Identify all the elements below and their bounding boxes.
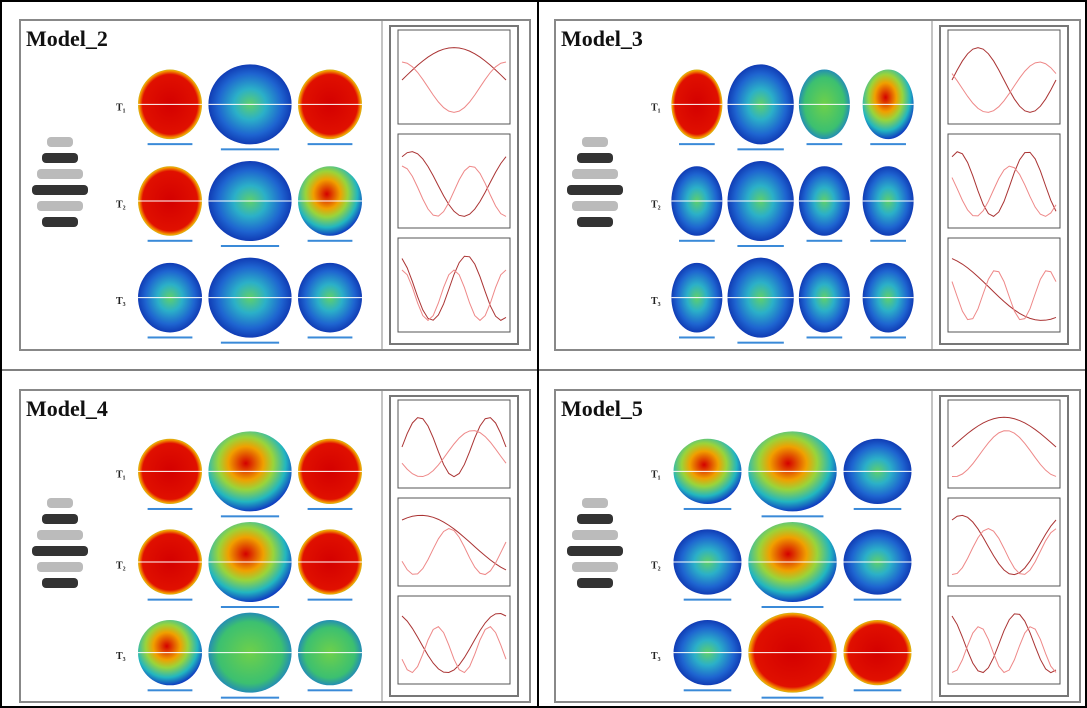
row-label: T₂ [651, 199, 661, 210]
panel-title: Model_2 [26, 26, 108, 51]
model-icon [577, 514, 613, 524]
color-bar [308, 689, 353, 691]
model-icon [567, 546, 623, 556]
color-bar [148, 599, 193, 601]
model-icon [567, 185, 623, 195]
color-bar [762, 697, 824, 699]
figure: Model_2 T₁ T₂ T₃ Model_3 T₁ T₂ T₃ Model_4 T₁ T₂ T₃ M… [0, 0, 1087, 708]
panel-title: Model_5 [561, 396, 643, 421]
color-bar [762, 515, 824, 517]
model-icon [37, 562, 83, 572]
color-bar [308, 599, 353, 601]
panel-title: Model_4 [26, 396, 108, 421]
color-bar [148, 336, 193, 338]
row-label: T₃ [116, 651, 126, 662]
color-bar [684, 508, 732, 510]
color-bar [870, 336, 906, 338]
plot-box [398, 498, 510, 586]
row-label: T₂ [116, 199, 126, 210]
color-bar [807, 336, 843, 338]
color-bar [737, 148, 783, 150]
color-bar [679, 240, 715, 242]
row-label: T₂ [116, 560, 126, 571]
model-icon [582, 498, 608, 508]
plot-box [948, 134, 1060, 228]
color-bar [737, 245, 783, 247]
plot-box [398, 30, 510, 124]
model-icon [37, 201, 83, 211]
model-icon [572, 530, 618, 540]
color-bar [679, 143, 715, 145]
row-label: T₃ [651, 296, 661, 307]
model-icon [582, 137, 608, 147]
color-bar [762, 606, 824, 608]
color-bar [308, 508, 353, 510]
color-bar [807, 240, 843, 242]
row-label: T₂ [651, 560, 661, 571]
color-bar [308, 336, 353, 338]
color-bar [679, 336, 715, 338]
plot-box [948, 498, 1060, 586]
model-icon [572, 201, 618, 211]
row-label: T₁ [651, 103, 661, 114]
row-label: T₁ [651, 470, 661, 481]
model-icon [572, 169, 618, 179]
color-bar [148, 143, 193, 145]
color-bar [221, 245, 279, 247]
color-bar [148, 240, 193, 242]
color-bar [870, 240, 906, 242]
model-icon [47, 498, 73, 508]
row-label: T₁ [116, 103, 126, 114]
color-bar [148, 508, 193, 510]
model-icon [42, 153, 78, 163]
plot-box [948, 30, 1060, 124]
color-bar [854, 599, 902, 601]
color-bar [684, 599, 732, 601]
panel-title: Model_3 [561, 26, 643, 51]
color-bar [684, 689, 732, 691]
model-icon [42, 514, 78, 524]
color-bar [221, 515, 279, 517]
color-bar [807, 143, 843, 145]
model-icon [32, 546, 88, 556]
model-icon [42, 217, 78, 227]
color-bar [854, 689, 902, 691]
model-icon [577, 217, 613, 227]
plot-box [398, 596, 510, 684]
color-bar [854, 508, 902, 510]
model-icon [577, 578, 613, 588]
row-label: T₃ [651, 651, 661, 662]
row-label: T₁ [116, 470, 126, 481]
plot-box [948, 238, 1060, 332]
plot-box [948, 400, 1060, 488]
model-icon [47, 137, 73, 147]
model-icon [572, 562, 618, 572]
row-label: T₃ [116, 296, 126, 307]
color-bar [221, 342, 279, 344]
model-icon [32, 185, 88, 195]
model-icon [42, 578, 78, 588]
plot-box [948, 596, 1060, 684]
color-bar [221, 697, 279, 699]
color-bar [737, 342, 783, 344]
model-icon [37, 530, 83, 540]
color-bar [308, 240, 353, 242]
model-icon [37, 169, 83, 179]
model-icon [577, 153, 613, 163]
color-bar [221, 148, 279, 150]
color-bar [221, 606, 279, 608]
plot-box [398, 238, 510, 332]
color-bar [148, 689, 193, 691]
color-bar [308, 143, 353, 145]
color-bar [870, 143, 906, 145]
